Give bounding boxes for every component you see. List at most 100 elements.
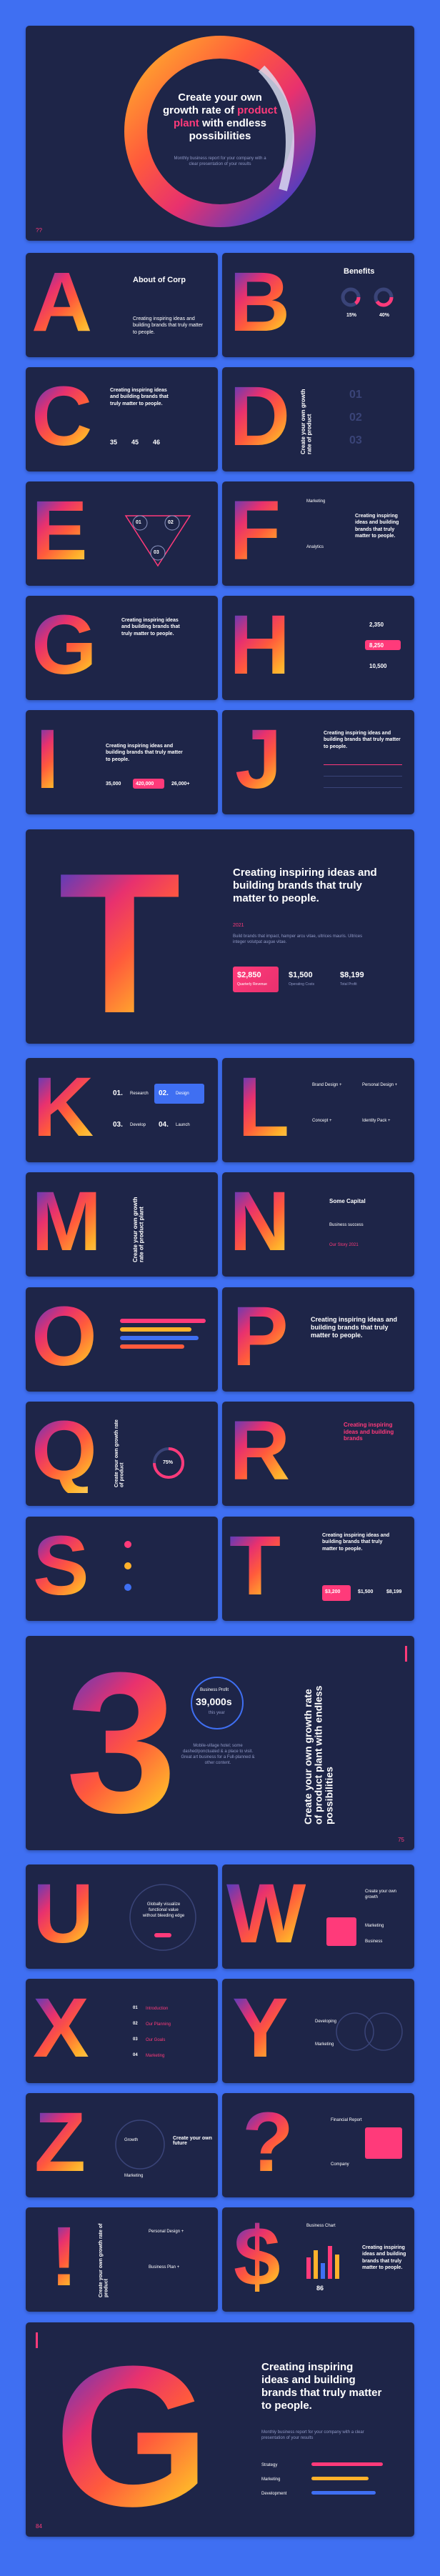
j-bar-2 bbox=[324, 776, 402, 777]
t2-value-1: $3,200 bbox=[325, 1589, 341, 1594]
g2-label-3: Development bbox=[261, 2492, 287, 2496]
o-bar-2 bbox=[120, 1327, 191, 1332]
slide-f: F Marketing Analytics Creating inspiring… bbox=[222, 481, 414, 586]
t2-highlight-box bbox=[322, 1585, 351, 1601]
q2-label-2: Company bbox=[331, 2162, 349, 2167]
w-highlight-box bbox=[326, 1917, 356, 1946]
z-label-2: Marketing bbox=[124, 2174, 144, 2178]
slide-q: Q Create your own growth rate of product… bbox=[26, 1402, 218, 1506]
slide-n-title: Some Capital bbox=[329, 1198, 366, 1204]
letter-u: U bbox=[33, 1867, 94, 1961]
t-value-3: $8,199 bbox=[340, 971, 364, 979]
k-num-3: 03. bbox=[113, 1121, 123, 1129]
slide-a: A About of Corp Creating inspiring ideas… bbox=[26, 253, 218, 357]
s-dot-3 bbox=[124, 1584, 131, 1591]
ex-item-1: Personal Design + bbox=[149, 2230, 184, 2234]
slide-n-value: Our Story 2021 bbox=[329, 1243, 359, 1247]
letter-c: C bbox=[31, 369, 93, 464]
letter-l: L bbox=[238, 1060, 290, 1154]
slide-n-sub: Business success bbox=[329, 1223, 364, 1227]
dollar-bar-chart bbox=[306, 2246, 339, 2279]
z-circle bbox=[115, 2120, 165, 2170]
benefit-value-1: 15% bbox=[346, 313, 357, 318]
h-highlight-box bbox=[365, 640, 401, 650]
q2-label-1: Financial Report bbox=[331, 2118, 362, 2122]
x-label-2: Our Planning bbox=[146, 2022, 171, 2027]
slide-m-vertical-title: Create your own growth rate of product p… bbox=[132, 1197, 145, 1262]
k-num-4: 04. bbox=[159, 1121, 169, 1129]
slide-c: C Creating inspiring ideas and building … bbox=[26, 367, 218, 471]
slide-b: B Benefits 15% 40% bbox=[222, 253, 414, 357]
letter-t: T bbox=[59, 832, 181, 1044]
y-label-1: Developing bbox=[315, 2020, 337, 2024]
w-label-1: Marketing bbox=[365, 1924, 384, 1928]
slide-three: 3 Business Profit 39,000s this year Mobi… bbox=[26, 1636, 414, 1850]
letter-g-large: G bbox=[54, 2325, 210, 2537]
u-button[interactable] bbox=[154, 1933, 171, 1937]
ex-item-2: Business Plan + bbox=[149, 2265, 180, 2270]
t2-value-2: $1,500 bbox=[358, 1589, 374, 1594]
slide-t2-body: Creating inspiring ideas and building br… bbox=[322, 1533, 390, 1552]
slide-g2-sub: Monthly business report for your company… bbox=[261, 2430, 364, 2441]
slide-u-title: Globally visualize functional value with… bbox=[142, 1902, 185, 1919]
slide-z-title: Create your own future bbox=[173, 2136, 212, 2146]
x-label-3: Our Goals bbox=[146, 2038, 166, 2042]
profit-unit: this year bbox=[209, 1711, 225, 1715]
u-circle bbox=[129, 1884, 196, 1951]
letter-r: R bbox=[229, 1404, 291, 1498]
benefits-donuts bbox=[341, 287, 394, 307]
slide-g-large: G Creating inspiring ideas and building … bbox=[26, 2322, 414, 2537]
cover-slide: Create your own growth rate of product p… bbox=[26, 26, 414, 241]
e-step-3: 03 bbox=[154, 550, 159, 555]
slide-k: K 01. Research 02. Design 03. Develop 04… bbox=[26, 1058, 218, 1162]
y-venn bbox=[336, 2012, 403, 2051]
letter-o: O bbox=[31, 1289, 97, 1384]
stat-1: 35 bbox=[110, 439, 118, 446]
g2-bar-3 bbox=[311, 2491, 376, 2495]
slide-x: X 01 Introduction 02 Our Planning 03 Our… bbox=[26, 1979, 218, 2083]
digit-three: 3 bbox=[66, 1636, 177, 1850]
k-label-3: Develop bbox=[130, 1123, 146, 1127]
letter-g: G bbox=[31, 598, 97, 692]
l-item-3: Concept + bbox=[312, 1119, 332, 1123]
letter-b: B bbox=[229, 255, 291, 349]
slide-three-vertical-title: Create your own growth rate of product p… bbox=[302, 1685, 335, 1824]
side-tag bbox=[405, 1646, 407, 1662]
q-progress-ring bbox=[153, 1447, 184, 1479]
letter-q: Q bbox=[31, 1404, 97, 1498]
slide-r-title: Creating inspiring ideas and building br… bbox=[344, 1422, 394, 1442]
h-value-2: 8,250 bbox=[369, 642, 384, 649]
page-number: 75 bbox=[398, 1837, 404, 1843]
slide-r: R Creating inspiring ideas and building … bbox=[222, 1402, 414, 1506]
l-item-2: Personal Design + bbox=[362, 1083, 398, 1087]
slide-e: E 01 02 03 bbox=[26, 481, 218, 586]
k-label-2: Design bbox=[176, 1092, 189, 1096]
slide-t-sub: Build brands that impact, hamper arcu vi… bbox=[233, 934, 363, 945]
k-active-box bbox=[154, 1084, 204, 1104]
slide-f-body: Creating inspiring ideas and building br… bbox=[355, 514, 399, 539]
letter-m: M bbox=[31, 1174, 102, 1269]
g2-label-2: Marketing bbox=[261, 2477, 281, 2482]
k-label-4: Launch bbox=[176, 1123, 190, 1127]
o-bar-3 bbox=[120, 1336, 199, 1340]
slide-p-title: Creating inspiring ideas and building br… bbox=[311, 1316, 398, 1339]
o-bar-4 bbox=[120, 1344, 184, 1349]
letter-i: I bbox=[36, 712, 59, 807]
letter-t-small: T bbox=[229, 1519, 281, 1613]
benefit-value-2: 40% bbox=[379, 313, 390, 318]
slide-question: ? Financial Report Company bbox=[222, 2093, 414, 2197]
slide-t-tag: 2021 bbox=[233, 923, 244, 928]
slide-c-body: Creating inspiring ideas and building br… bbox=[110, 388, 169, 406]
k-num-1: 01. bbox=[113, 1089, 123, 1097]
q2-highlight-box bbox=[365, 2127, 402, 2159]
o-bar-1 bbox=[120, 1319, 206, 1323]
x-num-2: 02 bbox=[133, 2022, 138, 2026]
side-tag bbox=[36, 2332, 38, 2348]
letter-a: A bbox=[31, 255, 93, 349]
j-bar-3 bbox=[324, 787, 402, 788]
l-item-4: Identity Pack + bbox=[362, 1119, 391, 1123]
t-caption-3: Total Profit bbox=[340, 982, 357, 987]
letter-p: P bbox=[232, 1289, 289, 1384]
letter-h: H bbox=[229, 598, 291, 692]
slide-s: S bbox=[26, 1517, 218, 1621]
